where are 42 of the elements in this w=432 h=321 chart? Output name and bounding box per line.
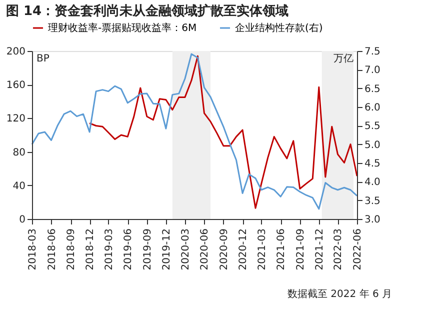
x-tick-label: 2019-03 bbox=[104, 228, 115, 270]
y2-tick-label: 6.0 bbox=[364, 102, 380, 114]
x-tick-label: 2021-06 bbox=[276, 228, 288, 270]
y-tick-label: 200 bbox=[6, 46, 26, 58]
y-axis-title: BP bbox=[36, 54, 50, 64]
x-tick-label: 2020-06 bbox=[200, 228, 211, 270]
y2-tick-label: 7.0 bbox=[364, 65, 380, 76]
x-tick-label: 2019-06 bbox=[123, 228, 134, 270]
y2-tick-label: 5.0 bbox=[364, 140, 380, 151]
x-tick-label: 2020-12 bbox=[238, 228, 250, 270]
y2-tick-label: 5.5 bbox=[364, 121, 380, 132]
x-tick-label: 2019-12 bbox=[161, 228, 172, 270]
y-tick-label: 80 bbox=[12, 147, 26, 158]
x-tick-label: 2020-03 bbox=[180, 228, 192, 270]
y2-tick-label: 4.0 bbox=[364, 177, 380, 188]
x-tick-label: 2021-03 bbox=[256, 228, 268, 270]
x-tick-label: 2021-12 bbox=[314, 228, 326, 270]
line-series bbox=[88, 55, 358, 209]
x-tick-label: 2020-09 bbox=[218, 228, 230, 270]
y-tick-label: 120 bbox=[6, 114, 26, 125]
x-tick-label: 2022-03 bbox=[333, 228, 344, 270]
legend-label: 企业结构性存款(右) bbox=[235, 22, 323, 34]
y2-axis-title: 万亿 bbox=[334, 54, 354, 64]
x-tick-label: 2022-06 bbox=[352, 228, 364, 270]
y2-tick-label: 4.5 bbox=[364, 158, 380, 170]
x-tick-label: 2018-12 bbox=[85, 228, 96, 270]
y-tick-label: 0 bbox=[19, 214, 26, 226]
y2-tick-label: 3.0 bbox=[364, 214, 380, 226]
x-tick-label: 2019-09 bbox=[142, 228, 154, 270]
y2-tick-label: 6.5 bbox=[364, 84, 380, 95]
x-tick-label: 2018-09 bbox=[66, 228, 78, 270]
y-tick-label: 40 bbox=[12, 180, 26, 192]
text: 数据截至 2022 年 6 月 bbox=[287, 288, 392, 300]
x-tick-label: 2018-06 bbox=[46, 228, 58, 270]
line-series bbox=[31, 53, 358, 210]
chart-title: 图 14：资金套利尚未从金融领域扩散至实体领域 bbox=[6, 3, 289, 19]
y2-tick-label: 3.5 bbox=[364, 196, 380, 207]
y-tick-label: 160 bbox=[6, 80, 26, 92]
x-tick-label: 2021-09 bbox=[295, 228, 306, 270]
x-tick-label: 2018-03 bbox=[28, 228, 38, 270]
y2-tick-label: 7.5 bbox=[364, 46, 380, 58]
legend-label: 理财收益率-票据贴现收益率：6M bbox=[48, 22, 197, 34]
